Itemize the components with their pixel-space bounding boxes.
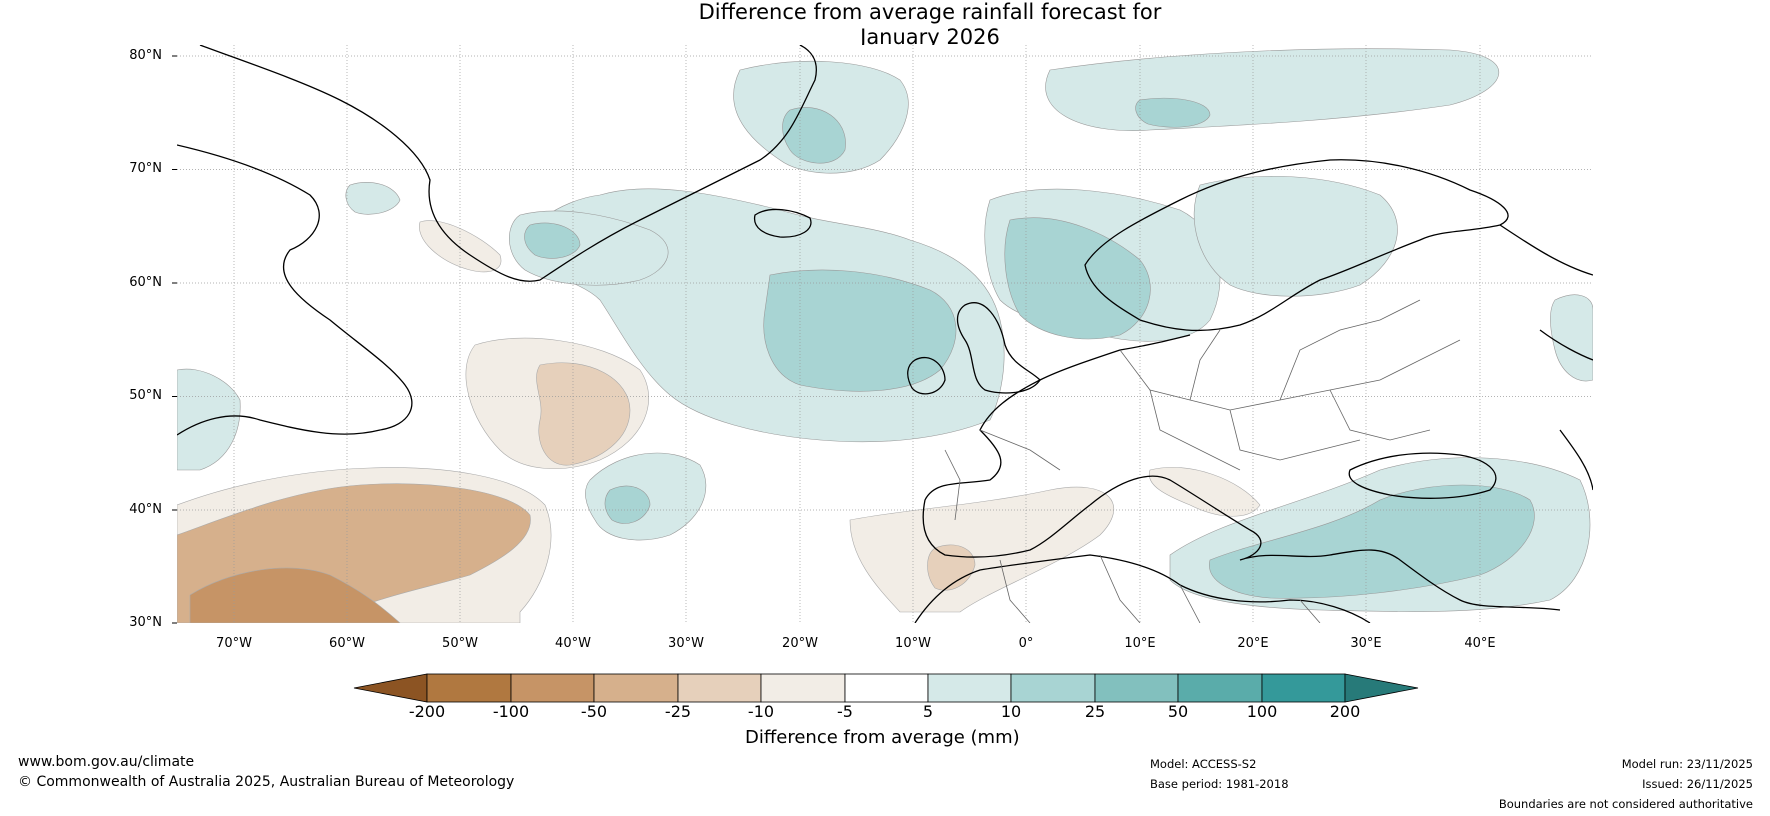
wet-area-east-med-moderate	[1209, 484, 1535, 599]
colorbar-bin	[844, 673, 929, 703]
colorbar-bin	[593, 673, 679, 703]
lon-label-40w: 40°W	[555, 636, 591, 651]
wet-area-north-atlantic-moderate	[763, 269, 957, 392]
axis-ticks	[172, 55, 177, 624]
country-borders	[944, 299, 1461, 623]
lon-label-0: 0°	[1018, 636, 1034, 651]
colorbar-tick: -25	[664, 702, 692, 721]
colorbar-bin	[760, 673, 846, 703]
lat-label-80n: 80°N	[129, 48, 162, 63]
wet-area-baffin	[345, 181, 401, 215]
colorbar-bin	[1010, 673, 1096, 703]
colorbar-upper-extension	[1344, 673, 1419, 703]
footer-copyright: © Commonwealth of Australia 2025, Austra…	[18, 774, 515, 790]
colorbar	[353, 673, 1419, 703]
colorbar-bin	[1177, 673, 1263, 703]
colorbar-bin	[1094, 673, 1179, 703]
wet-area-svalbard-moderate	[1135, 97, 1211, 128]
footer-website: www.bom.gov.au/climate	[18, 754, 195, 770]
wet-area-norway-coast-moderate	[1004, 217, 1151, 340]
lon-label-70w: 70°W	[216, 636, 252, 651]
colorbar-tick: -10	[747, 702, 775, 721]
lat-label-30n: 30°N	[129, 615, 162, 630]
dry-area-atlantic-central-moderate	[536, 362, 631, 466]
colorbar-tick: 200	[1329, 702, 1361, 721]
colorbar-tick: -5	[837, 702, 853, 721]
colorbar-bin	[677, 673, 762, 703]
lat-label-50n: 50°N	[129, 388, 162, 403]
dry-area-atlantic-southwest-strong	[189, 567, 401, 623]
lon-label-20e: 20°E	[1237, 636, 1269, 651]
colorbar-bin	[510, 673, 595, 703]
colorbar-tick: 25	[1084, 702, 1106, 721]
colorbar-title: Difference from average (mm)	[745, 727, 1020, 748]
wet-area-caspian	[1550, 294, 1593, 382]
lon-label-10e: 10°E	[1124, 636, 1156, 651]
coastline-greenland	[199, 45, 817, 282]
lon-label-50w: 50°W	[442, 636, 478, 651]
footer-model: Model: ACCESS-S2	[1150, 757, 1257, 771]
wet-anomaly-areas	[177, 48, 1593, 612]
chart-title: Difference from average rainfall forecas…	[0, 0, 1770, 50]
lon-label-40e: 40°E	[1464, 636, 1496, 651]
wet-area-scandinavia	[1193, 176, 1398, 297]
lat-label-70n: 70°N	[129, 161, 162, 176]
coastline-baffin-labrador	[177, 144, 413, 436]
footer-disclaimer: Boundaries are not considered authoritat…	[1498, 797, 1753, 811]
colorbar-tick: -100	[492, 702, 530, 721]
colorbar-bin	[426, 673, 512, 703]
lon-label-20w: 20°W	[782, 636, 818, 651]
lon-label-30w: 30°W	[668, 636, 704, 651]
colorbar-tick: 10	[1000, 702, 1022, 721]
coastline-east	[1499, 224, 1593, 491]
colorbar-bin	[1261, 673, 1346, 703]
dry-anomaly-areas	[177, 214, 1261, 623]
colorbar-tick: 50	[1167, 702, 1189, 721]
lon-label-10w: 10°W	[895, 636, 931, 651]
dry-area-north-africa	[849, 486, 1115, 613]
wet-area-mid-atlantic-moderate	[604, 485, 651, 524]
footer-issued: Issued: 26/11/2025	[1642, 777, 1753, 791]
coastline-iceland	[753, 208, 812, 238]
gridlines	[177, 45, 1593, 623]
lon-label-60w: 60°W	[329, 636, 365, 651]
dry-area-italy	[1148, 467, 1261, 517]
footer-base-period: Base period: 1981-2018	[1150, 777, 1289, 791]
colorbar-tick: -200	[408, 702, 446, 721]
colorbar-tick: -50	[580, 702, 608, 721]
colorbar-bin	[927, 673, 1012, 703]
coastline-north-africa	[914, 554, 1371, 623]
coastlines	[177, 45, 1593, 623]
borders-central-europe	[1119, 299, 1461, 471]
colorbar-tick: 100	[1246, 702, 1278, 721]
colorbar-tick: 5	[922, 702, 934, 721]
lat-label-60n: 60°N	[129, 275, 162, 290]
footer-model-run: Model run: 23/11/2025	[1621, 757, 1753, 771]
colorbar-lower-extension	[353, 673, 428, 703]
map-area	[177, 45, 1593, 623]
title-line-1: Difference from average rainfall forecas…	[698, 0, 1162, 24]
lon-label-30e: 30°E	[1350, 636, 1382, 651]
wet-area-greenland-south-moderate	[524, 222, 581, 259]
lat-label-40n: 40°N	[129, 502, 162, 517]
coastline-black-sea	[1348, 452, 1497, 499]
wet-area-greenland-east-moderate	[782, 107, 846, 164]
borders-north-africa	[999, 554, 1321, 623]
coastline-mediterranean	[1089, 475, 1561, 611]
borders-iberia	[944, 429, 1061, 521]
coastline-scandinavia	[1084, 159, 1509, 332]
